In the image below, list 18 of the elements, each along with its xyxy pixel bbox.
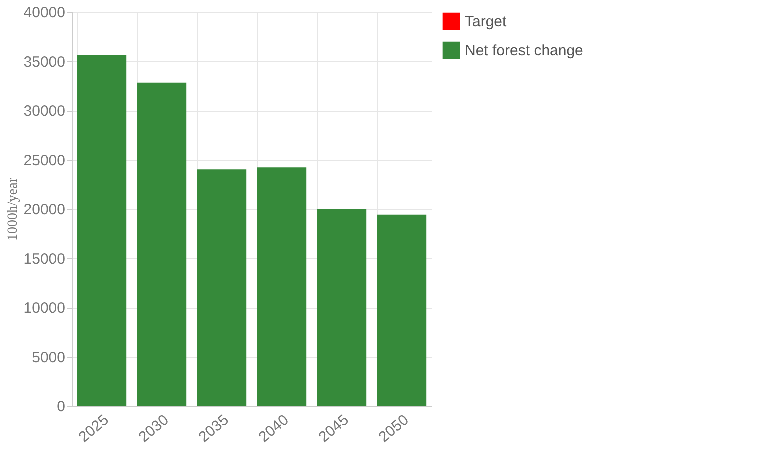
bar [317, 209, 367, 406]
bar [77, 55, 127, 406]
bar [377, 214, 427, 406]
y-axis-title: 1000h/year [6, 178, 21, 241]
legend-label: Net forest change [465, 42, 584, 60]
y-tick-label: 10000 [24, 300, 66, 317]
y-tick-label: 40000 [24, 4, 66, 22]
y-tick-label: 0 [57, 398, 66, 416]
legend-label: Target [465, 14, 508, 30]
y-tick-label: 5000 [32, 349, 66, 366]
y-tick-label: 35000 [24, 54, 66, 71]
y-tick-label: 25000 [24, 152, 66, 170]
y-tick-label: 30000 [24, 103, 66, 120]
bar [137, 82, 187, 406]
bar [197, 170, 247, 406]
bar [257, 168, 307, 406]
y-tick-label: 15000 [24, 250, 66, 268]
y-tick-label: 20000 [24, 202, 66, 218]
